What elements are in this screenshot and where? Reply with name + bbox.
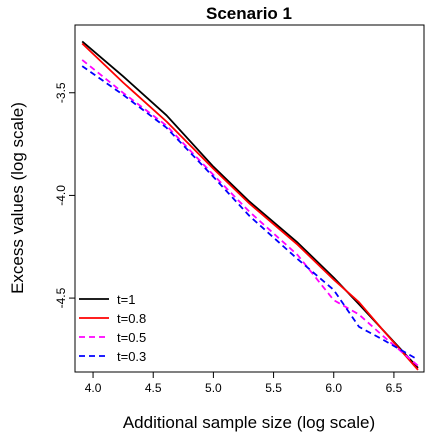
x-tick-label: 5.0 [205, 381, 222, 395]
x-axis: 4.0 4.5 5.0 5.5 6.0 6.5 [85, 372, 403, 395]
x-tick-label: 4.0 [85, 381, 102, 395]
x-tick-label: 5.5 [265, 381, 282, 395]
chart-title: Scenario 1 [206, 4, 292, 23]
series-line-2 [81, 59, 419, 367]
legend: t=1 t=0.8 t=0.5 t=0.3 [79, 292, 146, 364]
legend-label-0: t=1 [117, 292, 135, 307]
legend-label-1: t=0.8 [117, 311, 146, 326]
plot-frame [74, 24, 425, 373]
series-line-3 [81, 65, 419, 361]
series-line-1 [81, 42, 419, 371]
y-tick-label: -4.5 [54, 287, 68, 308]
legend-label-3: t=0.3 [117, 349, 146, 364]
x-tick-label: 6.0 [325, 381, 342, 395]
x-axis-label: Additional sample size (log scale) [123, 413, 375, 432]
x-tick-label: 4.5 [145, 381, 162, 395]
series-layer [81, 40, 419, 371]
legend-label-2: t=0.5 [117, 330, 146, 345]
y-tick-label: -4.0 [54, 185, 68, 206]
y-axis: -3.5 -4.0 -4.5 [54, 82, 75, 308]
y-axis-label: Excess values (log scale) [8, 102, 27, 294]
y-tick-label: -3.5 [54, 82, 68, 103]
x-tick-label: 6.5 [386, 381, 403, 395]
